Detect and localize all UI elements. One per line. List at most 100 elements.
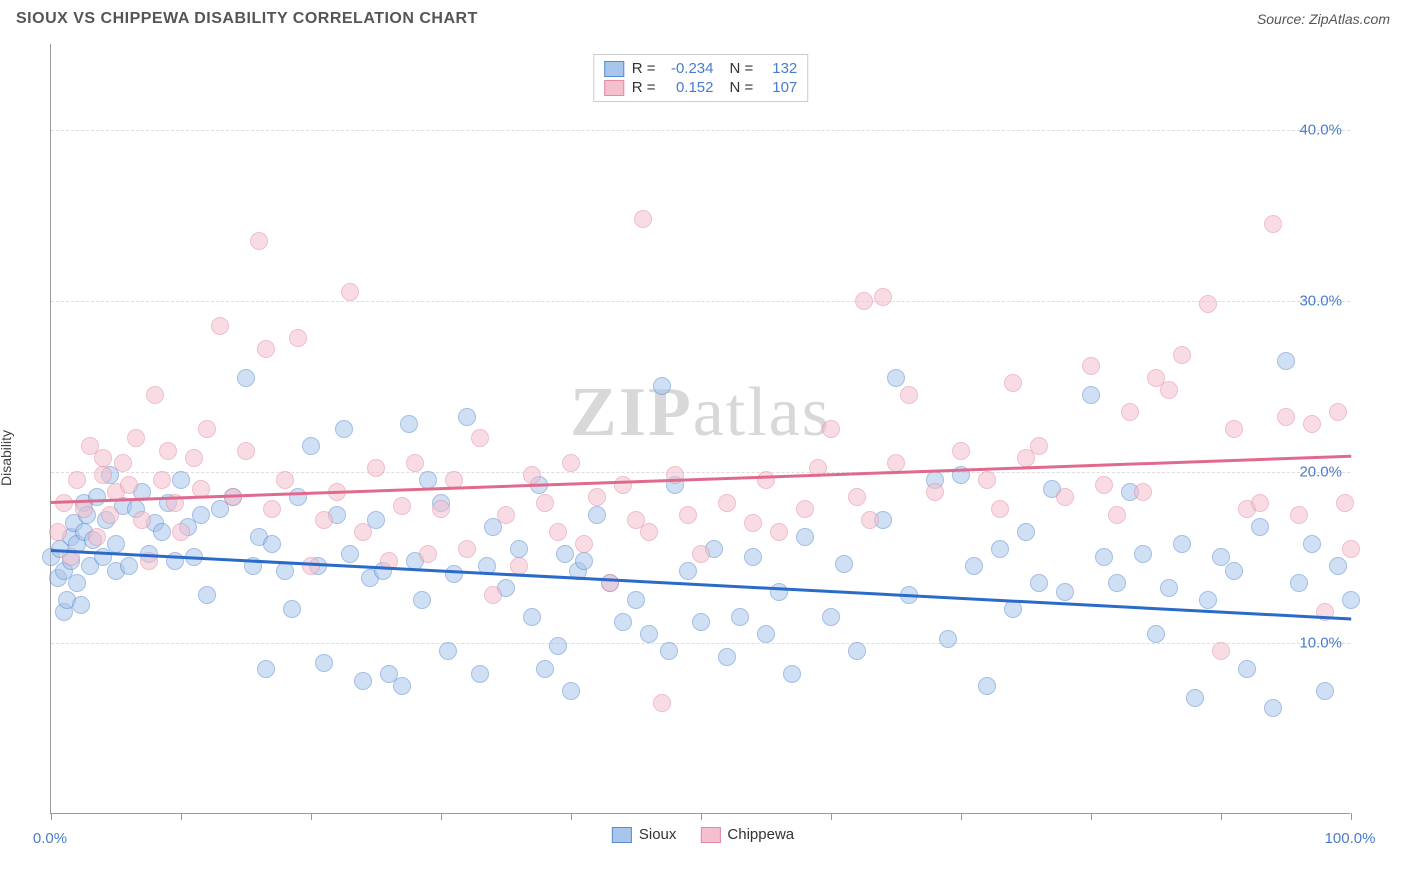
scatter-point [72,596,90,614]
scatter-point [1336,494,1354,512]
scatter-point [926,483,944,501]
scatter-point [341,283,359,301]
scatter-point [1277,408,1295,426]
scatter-point [822,420,840,438]
legend-swatch [700,827,720,843]
scatter-point [146,386,164,404]
series-legend: SiouxChippewa [612,826,794,843]
scatter-point [1303,415,1321,433]
x-tick [1091,813,1092,820]
legend-item: Chippewa [700,826,794,843]
scatter-point [718,648,736,666]
scatter-point [1108,574,1126,592]
scatter-point [198,586,216,604]
scatter-point [848,642,866,660]
scatter-point [250,232,268,250]
scatter-point [783,665,801,683]
scatter-point [601,574,619,592]
scatter-point [1160,381,1178,399]
scatter-point [257,340,275,358]
scatter-point [354,523,372,541]
scatter-point [172,523,190,541]
chart-area: Disability ZIPatlas 10.0%20.0%30.0%40.0%… [0,34,1406,882]
scatter-point [679,562,697,580]
scatter-point [237,442,255,460]
scatter-point [627,591,645,609]
scatter-point [523,608,541,626]
scatter-point [556,545,574,563]
scatter-point [367,459,385,477]
scatter-point [127,429,145,447]
scatter-point [276,471,294,489]
scatter-point [276,562,294,580]
scatter-point [393,497,411,515]
x-tick [311,813,312,820]
scatter-point [1225,420,1243,438]
y-axis-label: Disability [0,430,14,486]
scatter-point [1225,562,1243,580]
y-tick-label: 10.0% [1299,634,1342,651]
scatter-point [679,506,697,524]
stat-r-value: -0.234 [664,60,714,77]
gridline [51,472,1350,473]
scatter-point [1095,548,1113,566]
scatter-point [185,449,203,467]
scatter-point [1082,357,1100,375]
scatter-point [393,677,411,695]
chart-title: SIOUX VS CHIPPEWA DISABILITY CORRELATION… [16,10,478,28]
scatter-point [120,476,138,494]
scatter-point [1251,494,1269,512]
scatter-point [523,466,541,484]
scatter-point [614,476,632,494]
scatter-point [1277,352,1295,370]
scatter-point [887,369,905,387]
scatter-point [575,535,593,553]
scatter-point [653,377,671,395]
scatter-point [978,471,996,489]
y-tick-label: 30.0% [1299,292,1342,309]
scatter-point [1264,215,1282,233]
scatter-point [1342,540,1360,558]
x-tick [181,813,182,820]
scatter-point [991,500,1009,518]
legend-label: Chippewa [727,826,794,843]
scatter-point [315,511,333,529]
scatter-point [315,654,333,672]
scatter-point [939,630,957,648]
scatter-point [1290,574,1308,592]
stat-n-value: 107 [761,79,797,96]
scatter-point [640,523,658,541]
scatter-point [354,672,372,690]
scatter-point [562,454,580,472]
stat-n-label: N = [730,60,754,77]
x-tick [1221,813,1222,820]
scatter-point [484,586,502,604]
gridline [51,301,1350,302]
scatter-point [88,528,106,546]
scatter-point [718,494,736,512]
scatter-point [68,574,86,592]
scatter-point [861,511,879,529]
scatter-point [257,660,275,678]
scatter-point [153,471,171,489]
x-tick [441,813,442,820]
scatter-point [588,488,606,506]
scatter-point [263,535,281,553]
scatter-point [68,471,86,489]
scatter-point [198,420,216,438]
scatter-point [952,442,970,460]
scatter-point [744,548,762,566]
scatter-point [640,625,658,643]
stat-r-label: R = [632,79,656,96]
scatter-point [237,369,255,387]
scatter-point [562,682,580,700]
scatter-point [510,557,528,575]
scatter-point [848,488,866,506]
scatter-point [114,454,132,472]
chart-header: SIOUX VS CHIPPEWA DISABILITY CORRELATION… [0,0,1406,34]
scatter-point [1264,699,1282,717]
scatter-point [94,449,112,467]
scatter-point [263,500,281,518]
scatter-point [1082,386,1100,404]
scatter-point [211,317,229,335]
